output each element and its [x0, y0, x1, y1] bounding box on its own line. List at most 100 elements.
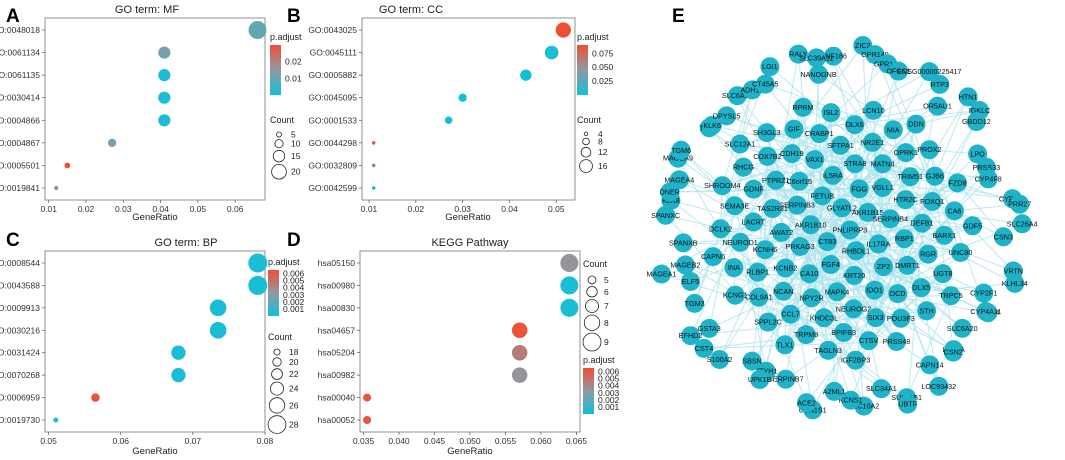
network-node-label: LPO	[970, 150, 985, 159]
color-bar	[270, 45, 281, 95]
panel-c-dots	[53, 253, 268, 423]
dot-GO:0006959	[91, 393, 100, 402]
network-node: MATN4	[871, 154, 895, 174]
network-edge	[708, 167, 744, 329]
network-edge	[722, 159, 815, 187]
network-edge	[833, 332, 845, 392]
network-edge	[719, 296, 760, 360]
network-node-circle	[888, 284, 908, 304]
y-tick-label: GO:0005882	[308, 70, 357, 80]
dot-GO:0048018	[248, 21, 267, 39]
network-node-label: TAS2R31	[757, 204, 788, 213]
network-node-circle	[919, 62, 939, 82]
y-tick-label: GO:0008544	[0, 258, 40, 268]
x-tick-label: 0.07	[185, 436, 202, 446]
panel-letter-b: B	[287, 6, 301, 27]
network-node-label: ZIC2	[855, 41, 871, 50]
network-node-circle	[930, 74, 950, 94]
network-node-circle	[758, 312, 778, 332]
network-node-label: INA	[728, 263, 740, 272]
network-node-circle	[727, 86, 747, 106]
network-node-label: STRA8	[843, 159, 866, 168]
y-tick-label: GO:0045095	[308, 93, 357, 103]
network-node-label: VRTN	[1004, 267, 1023, 276]
y-tick-label: hsa05150	[318, 258, 356, 268]
network-node: ZP2	[874, 257, 893, 277]
network-node: UGT8	[933, 264, 952, 284]
network-node-circle	[809, 124, 829, 144]
network-node-label: CRABP1	[805, 129, 834, 138]
network-node: SPANXB	[669, 233, 698, 253]
network-node-circle	[846, 241, 866, 261]
color-tick-label: 0.02	[285, 57, 302, 67]
network-node-circle	[771, 222, 791, 242]
network-node-circle	[766, 170, 786, 190]
network-node-label: PTPRZ1	[762, 176, 790, 185]
network-node: SLC39A12	[799, 48, 834, 68]
network-node-label: GPR144	[874, 59, 902, 68]
y-tick-label: GO:0006959	[0, 393, 40, 403]
network-node-label: FOXQ1	[920, 197, 944, 206]
size-legend-label: 20	[289, 357, 299, 367]
network-node-circle	[863, 132, 882, 152]
network-node-label: SFTPA1	[827, 141, 854, 150]
network-node-circle	[900, 167, 920, 187]
network-node: CYP4F8	[975, 169, 1002, 189]
network-node-label: RNF186	[820, 52, 847, 61]
network-node-label: GDNF	[743, 185, 764, 194]
network-node-circle	[760, 57, 780, 77]
network-node: POU3F3	[887, 308, 915, 328]
panel-c-x-ticks: 0.05 0.06 0.07 0.08	[40, 432, 274, 446]
network-node-label: COX7B2	[753, 152, 781, 161]
y-tick-label: GO:0004866	[0, 115, 40, 125]
size-legend-label: 8	[604, 318, 609, 328]
network-node-circle	[787, 195, 807, 215]
network-node-label: DPYSL5	[713, 111, 741, 120]
network-node: FZD8	[948, 173, 967, 193]
network-node-circle	[763, 199, 783, 218]
network-node: OPRK1	[894, 143, 918, 163]
network-node-circle	[978, 169, 998, 189]
color-bar	[583, 368, 594, 414]
network-node: IDO1	[865, 280, 884, 300]
y-tick-label: GO:0061134	[0, 48, 40, 58]
network-node-label: IGF2BP3	[841, 356, 871, 365]
network-node-label: CYP2F1	[970, 289, 997, 298]
network-node: RBP1	[894, 229, 914, 249]
size-legend-circle	[272, 357, 282, 367]
size-legend-circle	[272, 149, 286, 163]
network-node-label: CYP4F8	[975, 174, 1002, 183]
size-legend-circle	[273, 348, 281, 356]
panel-c-y-ticks: GO:0008544 GO:0043588 GO:0009913 GO:0030216…	[0, 258, 45, 425]
size-legend-circle	[585, 299, 599, 313]
network-node: CA10	[799, 264, 819, 284]
y-tick-label: GO:0019841	[0, 183, 40, 193]
network-node-label: KCNB2	[773, 264, 797, 273]
network-node: A2ML1	[823, 381, 846, 401]
network-node-circle	[809, 64, 828, 84]
dot-GO:0070268	[171, 367, 186, 383]
size-legend-circle	[274, 139, 284, 149]
network-node: ISL2	[821, 103, 841, 123]
x-tick-label: 0.045	[424, 436, 446, 446]
network-node-label: AKR1B10	[795, 220, 827, 229]
network-node: DCLK2	[709, 219, 732, 239]
network-node-label: CA6	[947, 206, 961, 215]
size-legend-label: 9	[604, 337, 609, 347]
network-node: SERPINB3	[779, 195, 815, 215]
network-node-label: RHBDL1	[842, 246, 870, 255]
x-tick-label: 0.04	[501, 204, 518, 214]
network-node: GLYATL2	[827, 198, 857, 218]
y-tick-label: GO:0005501	[0, 160, 40, 170]
network-node-label: KCNS1	[839, 396, 863, 405]
network-node-circle	[941, 286, 961, 306]
network-edge	[810, 224, 829, 351]
size-legend-circle	[270, 381, 284, 396]
network-node-label: PNLIPRP3	[833, 226, 868, 235]
network-node-circle	[782, 144, 802, 164]
y-tick-label: GO:0048018	[0, 25, 40, 35]
network-node: GSTA3	[698, 318, 721, 338]
network-node-circle	[1012, 214, 1032, 234]
network-node-label: RBP1	[895, 234, 914, 243]
